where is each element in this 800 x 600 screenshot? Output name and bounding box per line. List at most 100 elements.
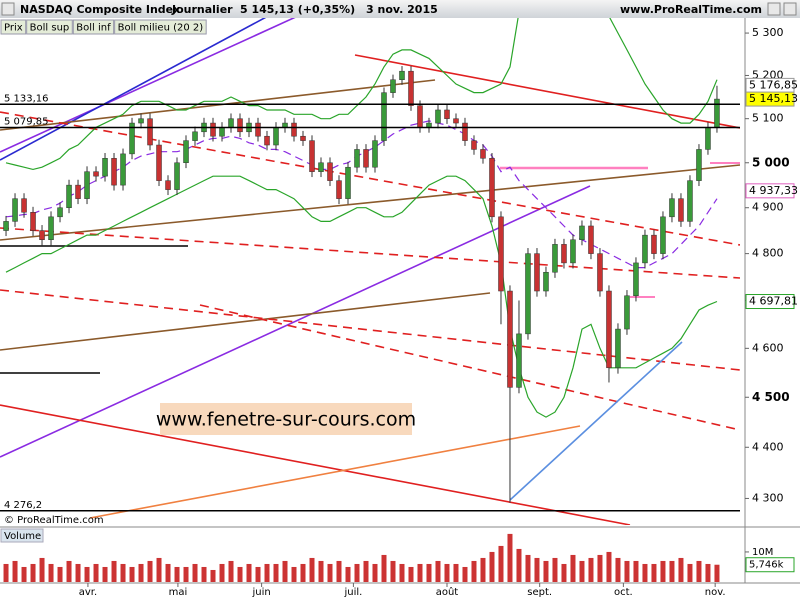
indicator-button[interactable] (26, 19, 73, 35)
candle-body (129, 122, 135, 155)
channel-line (0, 111, 740, 246)
volume-bar (480, 557, 486, 582)
indicator-button[interactable] (114, 19, 207, 35)
candle-body (390, 79, 396, 93)
candle-body (192, 131, 198, 141)
indicator-button-label: Boll inf (76, 23, 111, 34)
volume-bar (192, 563, 198, 582)
candle-body (471, 140, 477, 150)
volume-bar (561, 563, 567, 582)
candle-body (165, 180, 171, 190)
volume-bar (93, 563, 99, 582)
candle-body (228, 118, 234, 128)
volume-bar (111, 560, 117, 582)
channel-line (0, 227, 740, 279)
volume-bar (147, 560, 153, 582)
price-tag-label: 5 145,13 (749, 92, 798, 105)
candle-body (336, 180, 342, 199)
candle-body (561, 244, 567, 264)
indicator-button[interactable] (72, 19, 115, 35)
candle-body (300, 135, 306, 141)
volume-bar (516, 548, 522, 582)
volume-bar (498, 545, 504, 582)
candle-body (408, 70, 414, 106)
volume-bar (75, 563, 81, 582)
volume-bar (624, 560, 630, 582)
watermark: www.fenetre-sur-cours.com (156, 409, 416, 431)
volume-bar (210, 569, 216, 582)
candle-body (624, 295, 630, 330)
x-tick-label: sept. (527, 587, 552, 598)
trend-line (0, 185, 591, 458)
volume-bar (426, 563, 432, 582)
candle-body (615, 328, 621, 369)
y-tick-label: 4 900 (752, 201, 784, 214)
candle-body (57, 207, 63, 218)
volume-bar (417, 563, 423, 582)
candle-body (138, 118, 144, 124)
volume-bar (435, 560, 441, 582)
channel-line (199, 304, 740, 431)
close-button[interactable] (783, 2, 797, 16)
candle-body (660, 216, 666, 254)
price-tag (745, 183, 795, 199)
candle-body (102, 158, 108, 177)
volume-bar (525, 554, 531, 582)
date: 3 nov. 2015 (366, 3, 438, 16)
volume-tag (745, 557, 795, 573)
level-label: 5 133,16 (4, 93, 49, 104)
y-tick-label: 4 600 (752, 341, 784, 354)
volume-bar (30, 563, 36, 582)
candle-body (111, 158, 117, 186)
volume-bar (318, 560, 324, 582)
volume-bar (219, 563, 225, 582)
volume-bar (372, 563, 378, 582)
trend-line (509, 341, 683, 501)
volume-bar (336, 560, 342, 582)
candle-body (498, 216, 504, 292)
volume-title: Volume (4, 531, 41, 542)
volume-bar (309, 557, 315, 582)
volume-bar (705, 563, 711, 582)
candle-body (435, 109, 441, 124)
candle-body (66, 184, 72, 208)
candle-body (120, 153, 126, 186)
volume-bar (363, 560, 369, 582)
volume-label-box[interactable] (0, 528, 44, 543)
volume-bar (408, 566, 414, 582)
candle-body (21, 198, 27, 213)
source: www.ProRealTime.com (620, 3, 762, 16)
candle-body (678, 198, 684, 222)
band-line (5, 175, 718, 418)
candle-body (327, 162, 333, 181)
last-price: 5 145,13 (+0,35%) (240, 3, 355, 16)
trend-line (0, 18, 296, 153)
candle-body (606, 290, 612, 369)
candle-body (84, 171, 90, 199)
candle-body (345, 166, 351, 199)
candle-body (462, 122, 468, 141)
indicator-button[interactable] (0, 19, 27, 35)
volume-bar (84, 566, 90, 582)
volume-bar (138, 563, 144, 582)
minimize-button[interactable] (767, 2, 781, 16)
volume-tag-label: 5,746k (749, 560, 784, 571)
volume-bar (183, 566, 189, 582)
candle-body (669, 198, 675, 218)
candle-body (147, 118, 153, 146)
x-tick-label: avr. (79, 587, 97, 598)
volume-bar (66, 560, 72, 582)
volume-bar (471, 560, 477, 582)
volume-bar (156, 557, 162, 582)
candle-body (48, 216, 54, 240)
volume-bar (228, 560, 234, 582)
candle-body (264, 135, 270, 146)
chart-title: NASDAQ Composite Index (20, 3, 180, 16)
volume-bar (381, 554, 387, 582)
price-tag (745, 91, 795, 107)
volume-bar (696, 560, 702, 582)
candle-body (489, 158, 495, 218)
candle-body (93, 171, 99, 177)
menu-icon[interactable] (1, 2, 15, 16)
